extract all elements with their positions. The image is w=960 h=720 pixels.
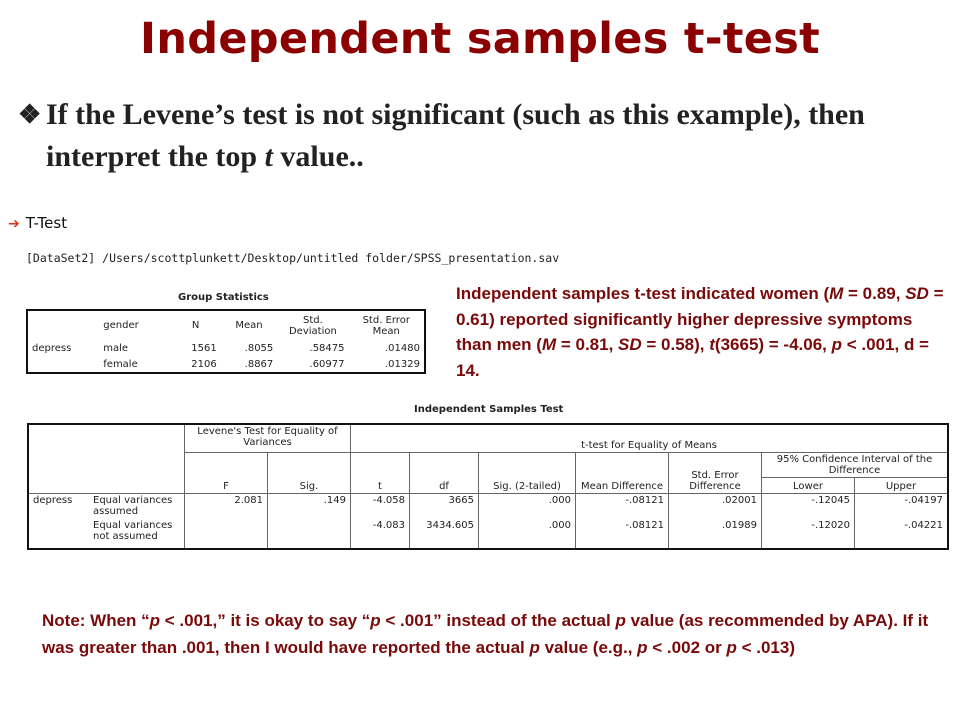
gs-cell: female [103, 358, 138, 370]
gs-cell: 1561 [191, 342, 217, 354]
ist-cell: -.12045 [761, 493, 855, 519]
ist-cell [267, 519, 351, 549]
gs-cell: .01480 [385, 342, 420, 354]
bullet-text: If the Levene’s test is not significant … [46, 98, 865, 173]
table-row: depress male 1561 .8055 .58475 .01480 [27, 340, 425, 356]
ist-cell: .02001 [668, 493, 762, 519]
gs-cell: male [103, 342, 129, 354]
ist-cell: -.04197 [904, 494, 943, 506]
ist-variable: depress [33, 494, 73, 506]
output-arrow-icon: ➔ [8, 216, 20, 232]
slide-title: Independent samples t-test [140, 14, 820, 64]
table-row: female 2106 .8867 .60977 .01329 [27, 356, 425, 373]
ist-cell: .149 [267, 493, 351, 519]
four-diamond-bullet-icon: ❖ [18, 100, 42, 129]
ist-cell: .000 [478, 493, 576, 519]
col-lower: Lower [761, 477, 855, 494]
col-t: t [350, 452, 410, 494]
table-row: depress Equal variances assumed 2.081 .1… [28, 493, 948, 519]
ist-cell: 3434.605 [409, 519, 479, 549]
ist-cell [184, 519, 268, 549]
gs-header-se: Std. Error Mean [362, 314, 410, 337]
ist-cell: 2.081 [184, 493, 268, 519]
gs-cell: 2106 [191, 358, 217, 370]
ci-header: 95% Confidence Interval of the Differenc… [761, 452, 948, 478]
gs-cell: .01329 [385, 358, 420, 370]
gs-cell: .8055 [244, 342, 274, 354]
col-mean-diff: Mean Difference [575, 452, 669, 494]
dataset-path: [DataSet2] /Users/scottplunkett/Desktop/… [26, 251, 560, 265]
note-text: Note: When “p < .001,” it is okay to say… [42, 611, 929, 657]
gs-variable: depress [32, 342, 72, 354]
gs-cell: .8867 [244, 358, 274, 370]
col-se-diff: Std. Error Difference [668, 452, 762, 494]
table-row: Equal variances not assumed -4.083 3434.… [28, 519, 948, 549]
ttest-output-heading: ➔ T-Test [8, 214, 68, 232]
ist-cell: -.04221 [904, 520, 943, 531]
ist-cell: .000 [478, 519, 576, 549]
ist-cell: -.08121 [575, 493, 669, 519]
gs-cell: .58475 [309, 342, 345, 354]
gs-header-n: N [191, 320, 200, 331]
result-summary-text: Independent samples t-test indicated wom… [456, 284, 944, 380]
ist-cell: -4.083 [350, 519, 410, 549]
independent-samples-table: Levene's Test for Equality of Variances … [27, 423, 949, 550]
col-df: df [409, 452, 479, 494]
gs-header-sd: Std. Deviation [288, 314, 337, 337]
col-upper: Upper [854, 477, 948, 494]
group-statistics-table: gender N Mean Std. Deviation Std. Error … [26, 309, 426, 374]
ist-cell: -.12020 [761, 519, 855, 549]
ist-cell: -.08121 [575, 519, 669, 549]
independent-samples-caption: Independent Samples Test [414, 404, 564, 415]
ist-cell: .01989 [668, 519, 762, 549]
ist-cell: 3665 [409, 493, 479, 519]
ttest-header: t-test for Equality of Means [350, 424, 948, 453]
gs-header-gender: gender [103, 320, 139, 331]
col-f: F [184, 452, 268, 494]
ist-row-label: Equal variances not assumed [89, 519, 185, 549]
ist-cell: -4.058 [350, 493, 410, 519]
gs-header-mean: Mean [235, 320, 263, 331]
col-sig2: Sig. (2-tailed) [478, 452, 576, 494]
col-sig: Sig. [267, 452, 351, 494]
group-statistics-caption: Group Statistics [178, 292, 269, 303]
gs-cell: .60977 [309, 358, 345, 370]
levene-header: Levene's Test for Equality of Variances [184, 424, 351, 453]
bullet-point: ❖ If the Levene’s test is not significan… [18, 94, 918, 178]
ist-row-label: Equal variances assumed [89, 493, 185, 519]
